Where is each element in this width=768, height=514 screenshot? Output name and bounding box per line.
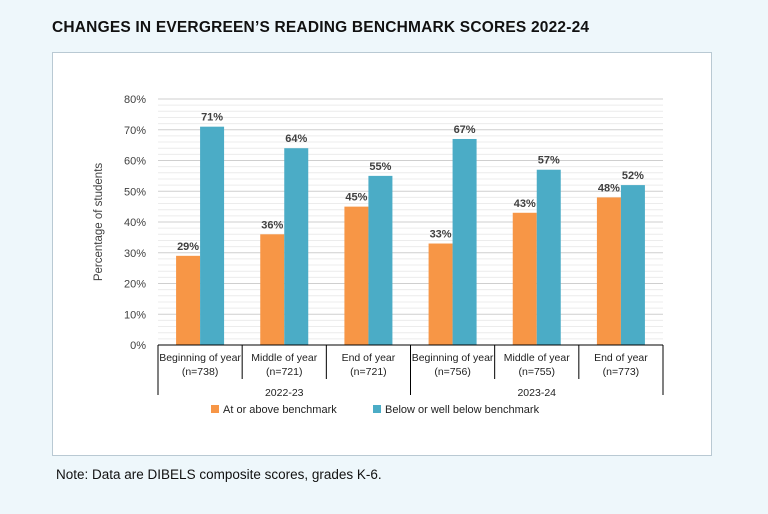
data-label: 55%: [369, 161, 391, 173]
data-label: 45%: [345, 192, 367, 204]
bar-below: [536, 169, 561, 345]
chart-title: CHANGES IN EVERGREEN’S READING BENCHMARK…: [52, 19, 590, 36]
bar-at-or-above: [512, 212, 537, 345]
data-label: 33%: [430, 229, 452, 241]
y-tick-label: 70%: [124, 125, 146, 137]
chart-panel: 0% 10% 20% 30% 40% 50% 60% 70% 80% Percentage of …: [52, 52, 712, 456]
y-tick-label: 30%: [124, 248, 146, 260]
data-label: 57%: [538, 155, 560, 167]
data-label: 36%: [261, 219, 283, 231]
bar-below: [368, 175, 393, 345]
y-axis-title: Percentage of students: [93, 163, 105, 282]
category-n-label: (n=721): [266, 366, 302, 378]
data-label: 29%: [177, 241, 199, 253]
y-tick-label: 20%: [124, 279, 146, 291]
y-tick-label: 80%: [124, 94, 146, 106]
category-label: Middle of year: [251, 352, 317, 364]
y-tick-label: 40%: [124, 217, 146, 229]
category-n-label: (n=721): [350, 366, 386, 378]
bar-at-or-above: [176, 255, 201, 345]
bar-at-or-above: [596, 197, 621, 345]
y-tick-label: 50%: [124, 186, 146, 198]
bar-at-or-above: [428, 243, 453, 345]
y-tick-label: 0%: [130, 340, 146, 352]
category-n-label: (n=773): [603, 366, 639, 378]
category-label: End of year: [594, 352, 648, 364]
bar-below: [284, 148, 309, 345]
group-label: 2023-24: [517, 387, 556, 399]
category-n-label: (n=738): [182, 366, 218, 378]
category-label: Middle of year: [504, 352, 570, 364]
category-n-label: (n=755): [519, 366, 555, 378]
legend-label-below: Below or well below benchmark: [385, 404, 540, 416]
legend-swatch-below: [373, 405, 381, 413]
footnote: Note: Data are DIBELS composite scores, …: [56, 467, 382, 482]
data-label: 43%: [514, 198, 536, 210]
bar-below: [620, 185, 645, 345]
category-label: Beginning of year: [159, 352, 241, 364]
legend-label-at-or-above: At or above benchmark: [223, 404, 337, 416]
bar-at-or-above: [260, 234, 285, 345]
bar-at-or-above: [344, 206, 369, 345]
y-tick-label: 10%: [124, 309, 146, 321]
legend-swatch-at-or-above: [211, 405, 219, 413]
data-label: 48%: [598, 182, 620, 194]
bar-below: [200, 126, 225, 345]
y-tick-label: 60%: [124, 156, 146, 168]
bar-below: [452, 138, 477, 345]
bar-chart: 0% 10% 20% 30% 40% 50% 60% 70% 80% Percentage of …: [93, 94, 664, 416]
category-n-label: (n=756): [434, 366, 470, 378]
data-label: 64%: [285, 133, 307, 145]
category-label: Beginning of year: [412, 352, 494, 364]
group-label: 2022-23: [265, 387, 304, 399]
category-label: End of year: [342, 352, 396, 364]
data-label: 67%: [454, 124, 476, 136]
data-label: 71%: [201, 112, 223, 124]
data-label: 52%: [622, 170, 644, 182]
